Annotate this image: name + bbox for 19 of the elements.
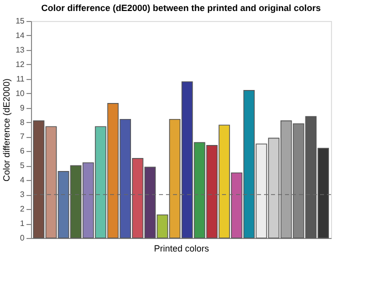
y-tick-label: 9 <box>20 103 26 112</box>
y-tick-label: 12 <box>16 60 26 69</box>
y-tick-label: 3 <box>20 190 26 200</box>
y-tick-label: 10 <box>16 88 26 98</box>
chart-title: Color difference (dE2000) between the printed and original colors <box>41 3 321 13</box>
y-tick-label: 15 <box>16 16 26 26</box>
y-tick-label: 14 <box>16 30 26 40</box>
y-tick-label: 4 <box>20 176 26 185</box>
x-axis-title: Printed colors <box>154 244 210 254</box>
y-tick-label: 11 <box>16 74 26 84</box>
y-tick-label: 13 <box>16 45 26 54</box>
y-axis-title: Color difference (dE2000) <box>2 78 12 182</box>
y-tick-label: 8 <box>20 118 26 127</box>
y-tick-label: 0 <box>20 234 26 242</box>
y-tick-label: 7 <box>20 132 26 142</box>
y-tick-label: 2 <box>20 204 26 214</box>
y-tick-label: 1 <box>20 219 26 228</box>
y-tick-label: 6 <box>20 146 26 156</box>
y-tick-label: 5 <box>20 161 26 170</box>
